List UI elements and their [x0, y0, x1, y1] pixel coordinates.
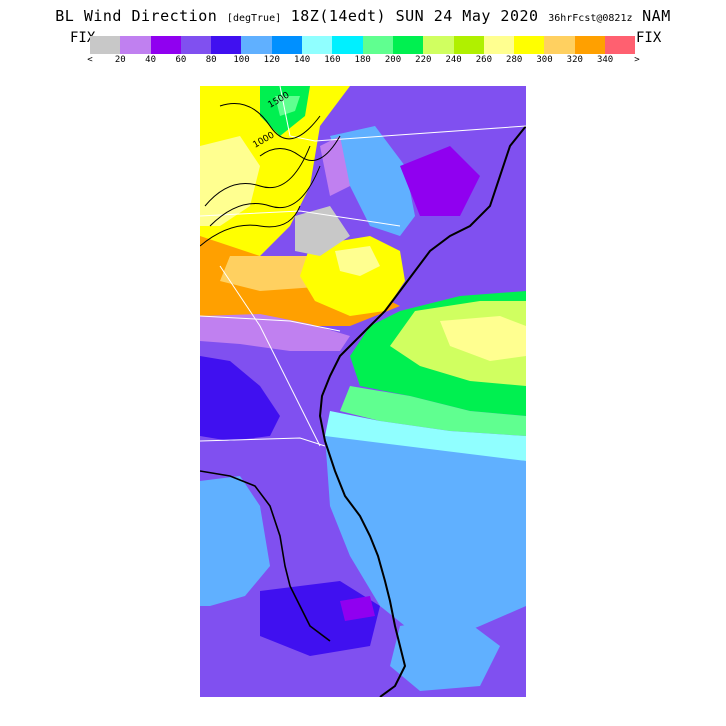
legend-tick-label: 20	[114, 55, 126, 65]
legend-tick-label: 200	[384, 55, 402, 65]
field-violet-band	[200, 314, 350, 351]
title-forecast: 36hrFcst@0821z	[548, 13, 633, 24]
field-lightyellow-sc	[335, 246, 380, 276]
state-border-nc	[200, 210, 401, 227]
legend-tick-label: 100	[233, 55, 250, 65]
title-main: BL Wind Direction	[55, 7, 218, 25]
field-lightblue-gulf	[200, 476, 270, 606]
legend-tick-label: 220	[415, 55, 432, 65]
field-lightyellow	[200, 136, 260, 226]
legend-swatch	[605, 36, 636, 54]
legend-swatch	[483, 36, 515, 54]
legend-fix-right: FIX	[636, 30, 662, 46]
legend-swatch	[120, 36, 151, 54]
wind-direction-map: 1500 1000	[200, 86, 526, 697]
contour-line	[219, 103, 321, 140]
legend-swatch	[180, 36, 212, 54]
legend-tick-label: 280	[506, 55, 523, 65]
legend-gt-marker: >	[634, 55, 640, 65]
coastline	[318, 125, 526, 697]
legend-tick-label: 140	[293, 55, 311, 65]
title-time: 18Z(14edt) SUN 24 May 2020	[290, 7, 539, 25]
state-border-fl	[200, 437, 326, 447]
legend-tick-label: 260	[475, 55, 493, 65]
legend-fix-left: FIX	[70, 30, 96, 46]
legend-swatch	[423, 36, 454, 54]
legend-swatch	[514, 36, 545, 54]
state-border-sc-ga	[219, 265, 321, 447]
legend-tick-label: 120	[263, 55, 280, 65]
legend-tick-label: 320	[566, 55, 583, 65]
legend-tick-label: 240	[445, 55, 462, 65]
field-lightgreen-offshore	[340, 386, 526, 436]
legend-tick-label: 180	[354, 55, 371, 65]
legend-swatch	[150, 36, 181, 54]
legend-tick-label: 340	[596, 55, 614, 65]
legend-swatch	[453, 36, 484, 54]
field-paleyellow-offshore	[440, 316, 526, 361]
title-model: NAM	[642, 7, 671, 25]
contour-line	[259, 135, 341, 161]
field-lightgreen-north	[275, 96, 300, 116]
title-units: [degTrue]	[226, 13, 282, 24]
field-yellow-sc	[300, 236, 405, 316]
legend-tick-label: 300	[536, 55, 553, 65]
legend-swatch	[211, 36, 242, 54]
field-blue-west	[200, 356, 280, 441]
legend-tick-label: 40	[145, 55, 157, 65]
field-violet-spot	[340, 596, 375, 621]
legend-lt-marker: <	[87, 55, 93, 65]
legend-swatch	[90, 36, 121, 54]
gulf-coastline	[200, 470, 331, 642]
contour-line	[204, 145, 311, 207]
field-lightblue-south	[325, 436, 526, 646]
legend-tick-label: 160	[324, 55, 341, 65]
legend-swatch	[332, 36, 363, 54]
field-yellow	[200, 86, 350, 281]
contour-line	[200, 205, 301, 247]
field-grey	[295, 206, 350, 256]
field-lightblue-ne	[330, 126, 415, 236]
map-canvas: 1500 1000	[200, 86, 526, 697]
contour-line	[209, 165, 321, 227]
state-border-va	[279, 86, 526, 142]
legend-tick-label: 80	[205, 55, 217, 65]
legend-swatch	[574, 36, 606, 54]
legend-ticks: < > 20 40 60 80 100 120 140 160 180 200 220 240 260 2…	[87, 55, 640, 69]
legend-swatch	[362, 36, 393, 54]
field-cyan-offshore	[325, 411, 526, 461]
state-border-ga	[200, 315, 341, 332]
chart-title: BL Wind Direction [degTrue] 18Z(14edt) S…	[0, 6, 726, 25]
color-legend	[90, 36, 636, 54]
field-pink-ne	[320, 136, 350, 196]
legend-tick-label: 60	[175, 55, 187, 65]
legend-swatch	[544, 36, 575, 54]
field-lightblue-keys	[390, 616, 500, 691]
legend-swatch	[241, 36, 272, 54]
legend-swatch	[302, 36, 333, 54]
legend-swatch	[392, 36, 424, 54]
field-violet-ne	[400, 146, 480, 216]
legend-swatch	[271, 36, 303, 54]
